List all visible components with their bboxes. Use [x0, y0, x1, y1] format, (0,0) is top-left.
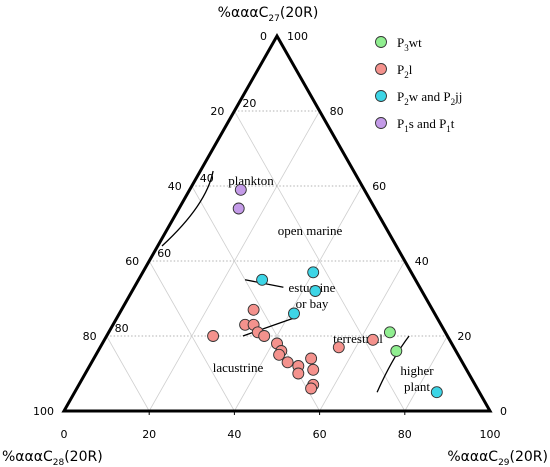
tick-layer: 0 0 0 20 20 20 80 40 40 40 60 60 60 60 40 80 80 80 20 100 10…	[33, 30, 507, 441]
legend-label-2-part-1: 2	[404, 97, 409, 107]
data-point-series0-1	[390, 345, 403, 357]
tick-label-right-60: 60	[372, 180, 386, 193]
legend-label-2: P2w and P2jj	[397, 89, 462, 107]
legend-label-1-part-1: 2	[404, 70, 409, 80]
axis-title-top-part-b: (20R)	[280, 5, 318, 21]
tick-label-right-20: 20	[457, 330, 471, 343]
tick-label-left-0: 0	[260, 30, 267, 43]
data-point-series1-11	[292, 367, 305, 380]
tick-label-left-60: 60	[125, 255, 139, 268]
axis-title-left-part-a: %αααC	[2, 449, 53, 465]
legend-label-2-part-2: w and P	[409, 89, 451, 104]
axis-title-top: %αααC27(20R)	[218, 5, 319, 24]
grid-line-c29-80	[404, 335, 448, 412]
legend-label-1: P2l	[397, 62, 413, 80]
boundary-line-1	[161, 170, 214, 247]
axis-title-top-part-a: %αααC	[218, 5, 269, 21]
grid-line-c29-40	[234, 185, 363, 412]
grid-layer	[106, 110, 448, 412]
legend-marker-1	[375, 63, 387, 75]
tick-label-bottom-60: 60	[313, 428, 327, 441]
tick-label-right-80: 80	[330, 105, 344, 118]
tick-label-right-0: 0	[500, 405, 507, 418]
ternary-triangle-frame	[61, 32, 493, 413]
legend-label-3-part-4: t	[451, 116, 455, 131]
tick-label-bottom-80: 80	[398, 428, 412, 441]
data-point-series1-9	[281, 356, 294, 369]
legend-label-3-part-0: P	[397, 116, 404, 131]
grid-line-c28-60	[148, 260, 235, 412]
data-point-series1-5	[258, 330, 271, 342]
data-point-series3-0	[234, 183, 247, 196]
grid-line-c29-60	[319, 260, 406, 412]
data-point-series1-17	[366, 333, 379, 346]
legend-label-3-part-2: s and P	[409, 116, 447, 131]
legend-label-2-part-0: P	[397, 89, 404, 104]
legend-marker-0	[375, 36, 387, 48]
boundary-line-4	[376, 335, 410, 393]
legend-label-3-part-3: 1	[446, 124, 451, 134]
tick-label-right-100: 100	[287, 30, 308, 43]
tick-label-bottom-40: 40	[227, 428, 241, 441]
tick-label-bottom-100: 100	[480, 428, 501, 441]
legend-label-0: P3wt	[397, 35, 422, 53]
tick-label-inner-c27-20: 80	[115, 322, 129, 335]
axis-title-left-part-sub: 28	[53, 458, 65, 467]
legend-label-0-part-0: P	[397, 35, 404, 50]
legend-marker-2	[375, 90, 387, 102]
point-layer	[207, 183, 443, 399]
tick-label-left-20: 20	[210, 105, 224, 118]
legend-label-2-part-4: jj	[454, 89, 462, 104]
data-point-series2-4	[430, 386, 443, 399]
tick-label-inner-c27-40: 60	[157, 247, 171, 260]
axis-title-right: %αααC29(20R)	[447, 449, 548, 467]
data-point-series1-15	[305, 352, 318, 365]
legend-marker-3	[375, 117, 387, 129]
tick-label-left-40: 40	[168, 180, 182, 193]
region-label-lacustrine: lacustrine	[213, 360, 264, 375]
legend-label-0-part-2: wt	[409, 35, 422, 50]
legend-label-3-part-1: 1	[404, 124, 409, 134]
legend-label-0-part-1: 3	[404, 43, 409, 53]
region-label-or-bay: or bay	[296, 296, 329, 311]
data-point-series1-16	[332, 341, 345, 354]
axis-title-right-part-b: (20R)	[510, 449, 548, 465]
tick-label-right-40: 40	[415, 255, 429, 268]
data-point-series2-1	[309, 285, 322, 297]
data-point-series1-8	[273, 348, 286, 361]
tick-label-left-100: 100	[33, 405, 54, 418]
tick-label-left-80: 80	[83, 330, 97, 343]
data-point-series1-1	[207, 330, 220, 342]
region-label-higher: higher	[400, 363, 434, 378]
axis-title-left-part-b: (20R)	[64, 449, 102, 465]
data-point-series2-0	[307, 266, 320, 279]
data-point-series3-1	[232, 202, 245, 215]
data-point-series1-13	[305, 382, 318, 395]
region-label-plankton: plankton	[228, 173, 274, 188]
data-point-series0-0	[383, 326, 396, 339]
data-point-series1-0	[247, 303, 260, 316]
region-label-open-marine: open marine	[278, 223, 343, 238]
legend-label-1-part-2: l	[409, 62, 413, 77]
axis-title-top-part-sub: 27	[268, 14, 279, 24]
region-label-plant: plant	[404, 379, 430, 394]
data-point-series1-14	[307, 363, 320, 376]
tick-label-inner-c27-60: 40	[200, 172, 214, 185]
tick-label-bottom-20: 20	[142, 428, 156, 441]
axis-title-right-part-a: %αααC	[447, 449, 498, 465]
tick-label-inner-c27-80: 20	[242, 97, 256, 110]
legend-label-3: P1s and P1t	[397, 116, 455, 134]
axis-title-left: %αααC28(20R)	[2, 449, 103, 467]
legend-label-1-part-0: P	[397, 62, 404, 77]
grid-line-c28-80	[106, 335, 150, 412]
boundary-line-3	[242, 316, 297, 337]
data-point-series2-2	[288, 307, 300, 320]
axis-title-right-part-sub: 29	[498, 458, 510, 467]
tick-label-bottom-0: 0	[61, 428, 68, 441]
legend-label-2-part-3: 2	[451, 97, 456, 107]
data-point-series2-3	[256, 273, 269, 286]
